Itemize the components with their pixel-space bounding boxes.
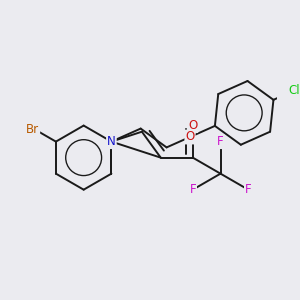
Text: F: F [189, 183, 196, 196]
Text: O: O [185, 130, 195, 143]
Text: F: F [217, 135, 224, 148]
Text: Cl: Cl [288, 84, 300, 97]
Text: Br: Br [26, 123, 39, 136]
Text: F: F [245, 183, 252, 196]
Text: O: O [188, 119, 197, 132]
Text: N: N [107, 135, 116, 148]
